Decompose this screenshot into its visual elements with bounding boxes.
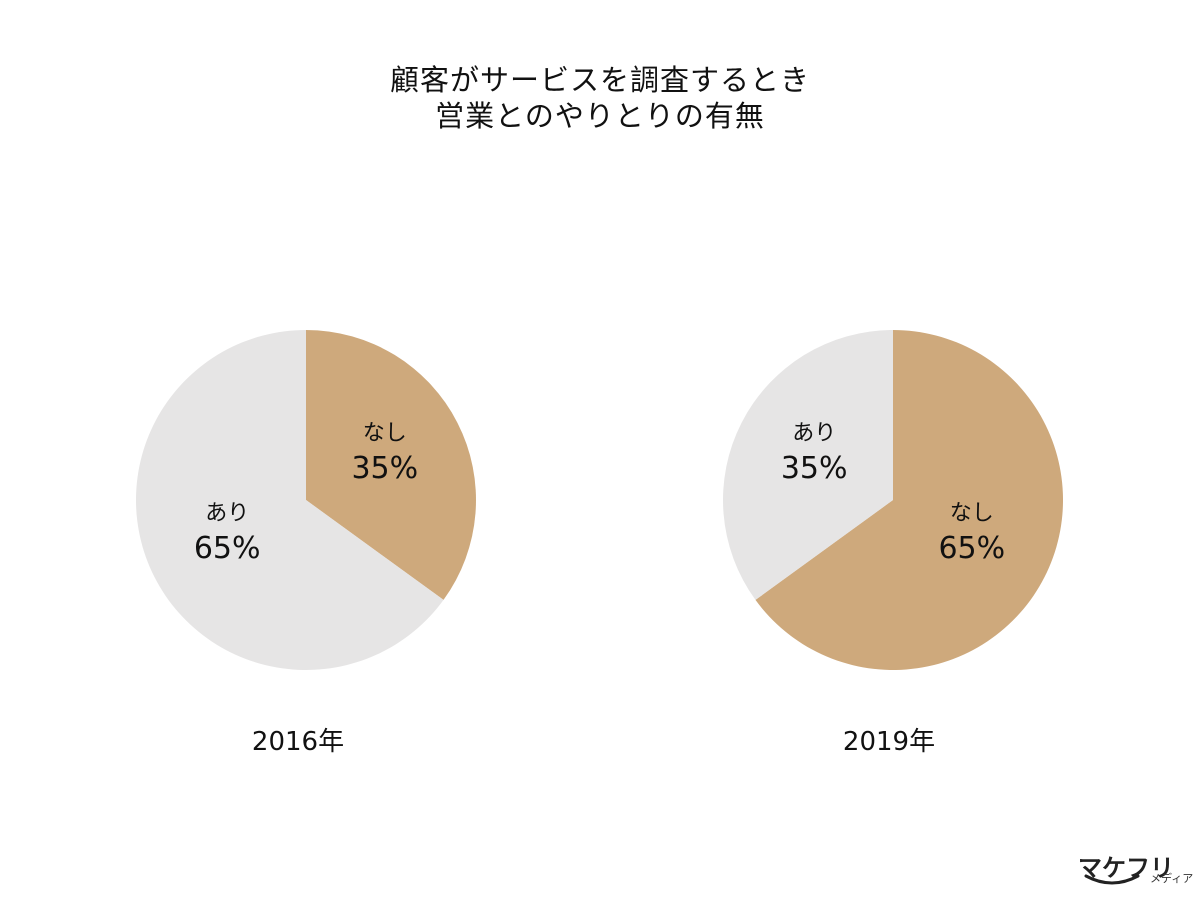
pie-2016-slice-nashi-value: 35%: [351, 451, 418, 486]
pie-caption-2016: 2016年: [251, 727, 345, 757]
pie-2019-slice-ari: [723, 330, 893, 600]
chart-title-line-1: 顧客がサービスを調査するとき: [389, 63, 810, 97]
pie-2016-slice-ari-label: あり: [205, 501, 249, 526]
pie-2019-slice-ari-label: あり: [792, 421, 836, 446]
pie-2016-slice-nashi: [306, 330, 476, 600]
brand-logo-subtext: メディア: [1150, 872, 1194, 885]
brand-logo-text: マケフリ: [1078, 854, 1174, 882]
pie-2016-slice-nashi-label: なし: [363, 421, 407, 446]
pie-2019-slice-nashi: [755, 330, 1064, 670]
pie-2016-slice-ari: [135, 330, 444, 670]
brand-logo: マケフリ メディア: [1076, 844, 1194, 890]
chart-title-line-2: 営業とのやりとりの有無: [435, 99, 765, 133]
pie-caption-2019: 2019年: [842, 727, 936, 757]
chart-title: 顧客がサービスを調査するとき 営業とのやりとりの有無: [0, 62, 1200, 134]
smile-icon: [1084, 874, 1140, 885]
pie-2019-slice-nashi-label: なし: [950, 501, 994, 526]
pie-2019-slice-ari-value: 35%: [781, 451, 848, 486]
pie-2016-slice-ari-value: 65%: [194, 531, 261, 566]
pie-2019-slice-nashi-value: 65%: [938, 531, 1005, 566]
